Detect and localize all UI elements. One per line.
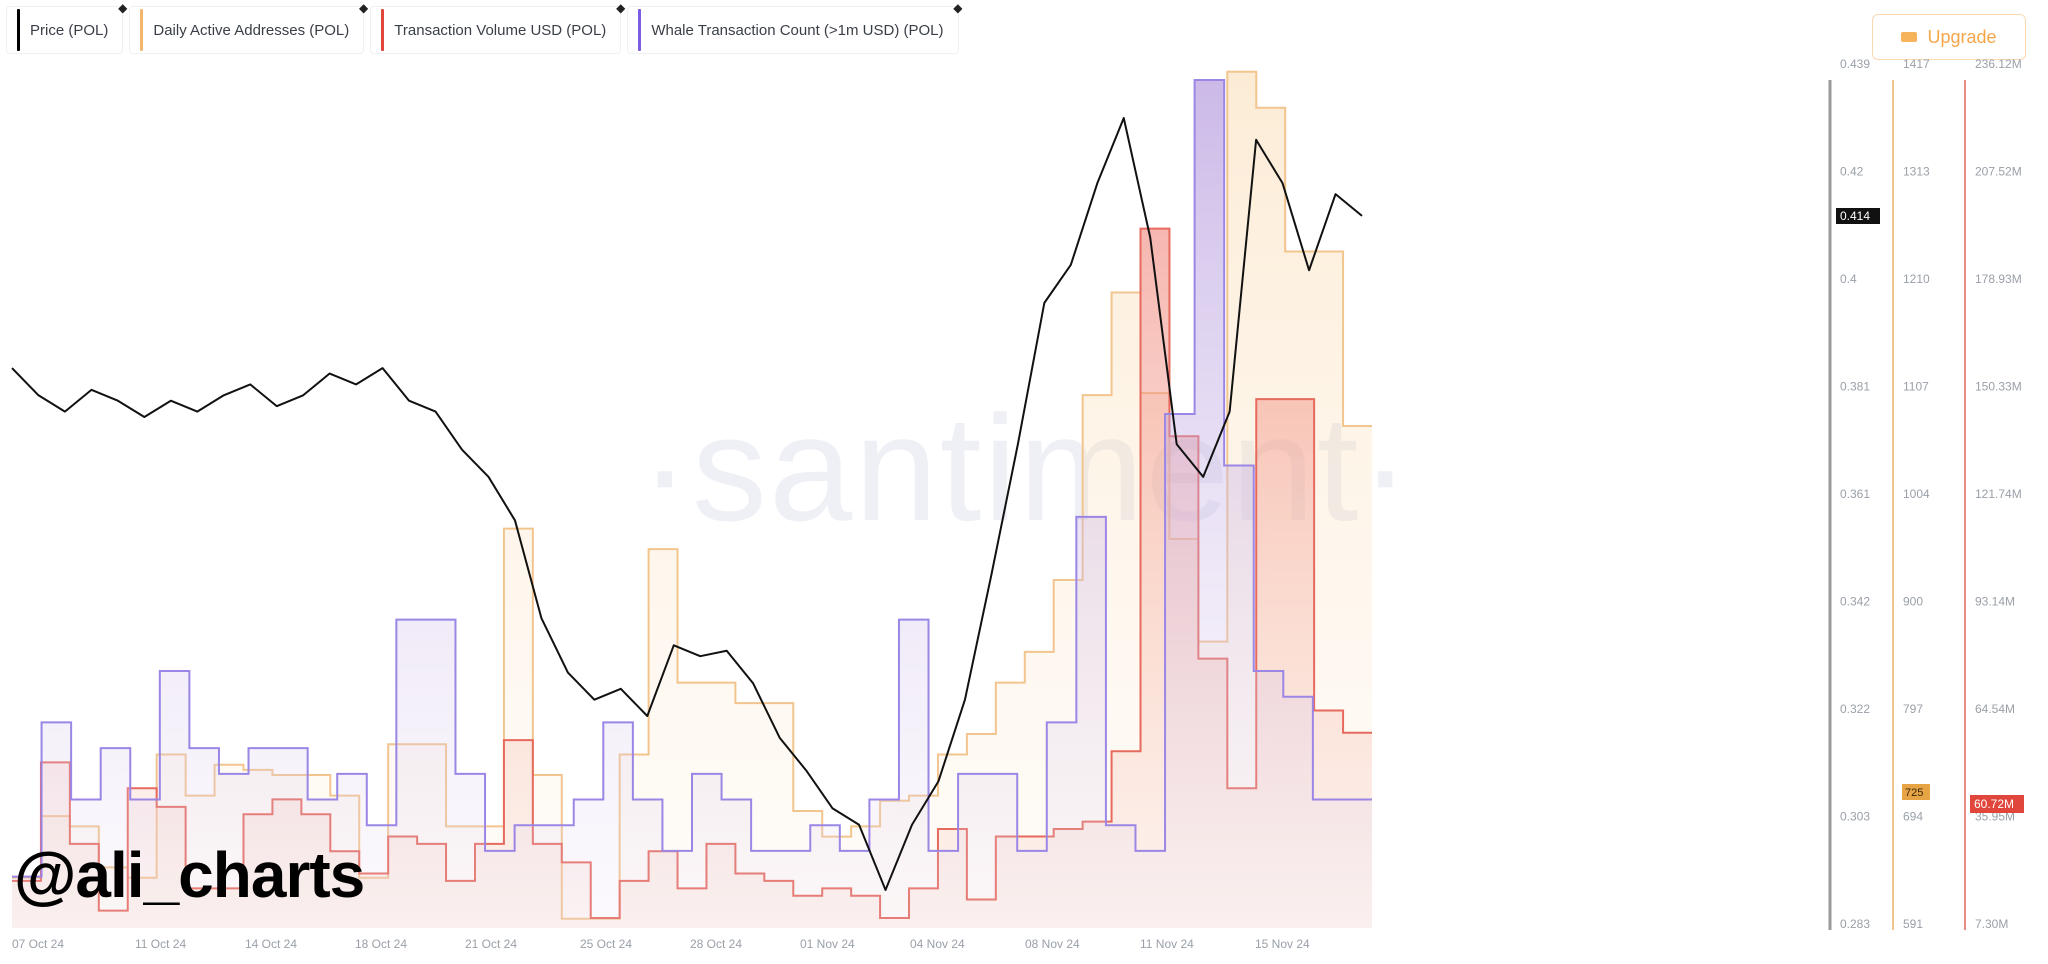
pin-icon[interactable]: ◆	[118, 1, 128, 15]
svg-text:207.52M: 207.52M	[1975, 165, 2022, 179]
author-handle: @ali_charts	[14, 839, 365, 911]
svg-text:0.342: 0.342	[1840, 595, 1870, 609]
legend-item-price[interactable]: Price (POL) ◆	[6, 1, 127, 54]
svg-text:15 Nov 24: 15 Nov 24	[1255, 937, 1310, 951]
y-axes: 0.439 0.42 0.4 0.381 0.361 0.342 0.322 0.303 0.2…	[1840, 57, 2022, 931]
svg-text:1004: 1004	[1903, 487, 1930, 501]
svg-text:0.303: 0.303	[1840, 810, 1870, 824]
upgrade-button[interactable]: Upgrade	[1872, 14, 2026, 60]
svg-text:591: 591	[1903, 917, 1923, 931]
svg-text:21 Oct 24: 21 Oct 24	[465, 937, 517, 951]
svg-text:18 Oct 24: 18 Oct 24	[355, 937, 407, 951]
svg-text:0.322: 0.322	[1840, 702, 1870, 716]
daa-swatch	[140, 9, 144, 51]
volume-swatch	[381, 9, 385, 51]
svg-text:900: 900	[1903, 595, 1923, 609]
svg-text:28 Oct 24: 28 Oct 24	[690, 937, 742, 951]
svg-text:121.74M: 121.74M	[1975, 487, 2022, 501]
svg-text:11 Oct 24: 11 Oct 24	[135, 937, 186, 951]
svg-text:0.361: 0.361	[1840, 487, 1870, 501]
svg-text:1313: 1313	[1903, 165, 1930, 179]
legend: Price (POL) ◆ Daily Active Addresses (PO…	[6, 1, 963, 54]
pin-icon[interactable]: ◆	[953, 1, 963, 15]
x-axis: 07 Oct 24 11 Oct 24 14 Oct 24 18 Oct 24 21 O…	[12, 937, 1310, 951]
svg-text:04 Nov 24: 04 Nov 24	[910, 937, 965, 951]
pin-icon[interactable]: ◆	[359, 1, 369, 15]
legend-item-whale-count[interactable]: Whale Transaction Count (>1m USD) (POL) …	[627, 1, 963, 54]
price-swatch	[17, 9, 20, 51]
legend-label: Daily Active Addresses (POL)	[153, 21, 350, 39]
svg-text:64.54M: 64.54M	[1975, 702, 2015, 716]
legend-item-transaction-volume[interactable]: Transaction Volume USD (POL) ◆	[370, 1, 625, 54]
svg-text:1210: 1210	[1903, 272, 1930, 286]
volume-badge	[1970, 795, 2024, 813]
daa-badge	[1902, 784, 1930, 800]
svg-text:25 Oct 24: 25 Oct 24	[580, 937, 632, 951]
crown-icon	[1901, 32, 1918, 42]
svg-text:0.4: 0.4	[1840, 272, 1857, 286]
pin-icon[interactable]: ◆	[616, 1, 626, 15]
daa-badge-text: 725	[1905, 787, 1923, 799]
svg-text:01 Nov 24: 01 Nov 24	[800, 937, 855, 951]
svg-text:178.93M: 178.93M	[1975, 272, 2022, 286]
svg-text:0.283: 0.283	[1840, 917, 1870, 931]
price-badge	[1836, 208, 1880, 224]
svg-text:08 Nov 24: 08 Nov 24	[1025, 937, 1080, 951]
svg-text:797: 797	[1903, 702, 1923, 716]
svg-text:7.30M: 7.30M	[1975, 917, 2008, 931]
legend-label: Price (POL)	[30, 21, 109, 39]
series-areas	[12, 70, 1372, 929]
price-badge-text: 0.414	[1840, 209, 1870, 223]
svg-text:14 Oct 24: 14 Oct 24	[245, 937, 297, 951]
svg-text:694: 694	[1903, 810, 1923, 824]
svg-text:93.14M: 93.14M	[1975, 595, 2015, 609]
svg-text:0.42: 0.42	[1840, 165, 1864, 179]
whale-swatch	[638, 9, 642, 51]
svg-text:0.439: 0.439	[1840, 57, 1870, 71]
svg-text:07 Oct 24: 07 Oct 24	[12, 937, 64, 951]
legend-label: Transaction Volume USD (POL)	[394, 21, 607, 39]
svg-text:0.381: 0.381	[1840, 380, 1870, 394]
svg-text:236.12M: 236.12M	[1975, 57, 2022, 71]
upgrade-label: Upgrade	[1927, 26, 1997, 47]
volume-badge-text: 60.72M	[1974, 797, 2014, 811]
price-line	[11, 117, 1363, 891]
svg-text:150.33M: 150.33M	[1975, 380, 2022, 394]
legend-label: Whale Transaction Count (>1m USD) (POL)	[651, 21, 944, 39]
svg-text:1107: 1107	[1903, 380, 1929, 394]
svg-text:1417: 1417	[1903, 57, 1930, 71]
legend-item-daily-active-addresses[interactable]: Daily Active Addresses (POL) ◆	[129, 1, 368, 54]
svg-text:11 Nov 24: 11 Nov 24	[1140, 937, 1194, 951]
